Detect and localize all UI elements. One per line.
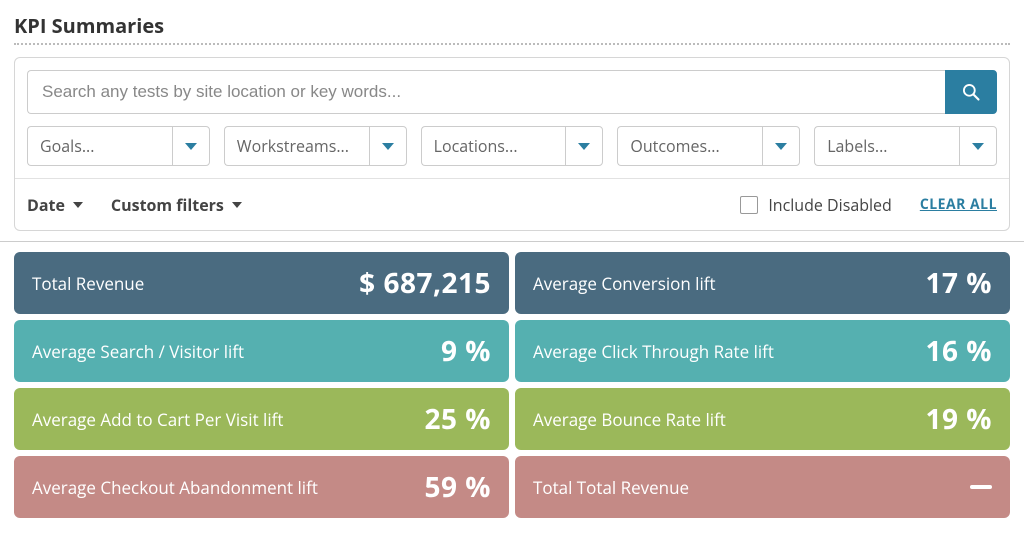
locations-dropdown-label: Locations...: [421, 126, 566, 166]
chevron-down-icon: [369, 126, 407, 166]
goals-dropdown-label: Goals...: [27, 126, 172, 166]
kpi-value: 25 %: [424, 400, 491, 438]
include-disabled-toggle[interactable]: Include Disabled: [740, 194, 892, 216]
chevron-down-icon: [232, 202, 242, 208]
chevron-down-icon: [172, 126, 210, 166]
kpi-label: Total Revenue: [32, 272, 144, 295]
locations-dropdown[interactable]: Locations...: [421, 126, 604, 166]
kpi-value: 19 %: [925, 400, 992, 438]
custom-filters-label: Custom filters: [111, 194, 224, 216]
kpi-value: $ 687,215: [359, 264, 491, 302]
workstreams-dropdown-label: Workstreams...: [224, 126, 369, 166]
checkbox-icon: [740, 196, 758, 214]
chevron-down-icon: [959, 126, 997, 166]
dropdown-row: Goals... Workstreams... Locations... Out…: [27, 126, 997, 166]
kpi-value: 9 %: [441, 332, 491, 370]
custom-filters[interactable]: Custom filters: [111, 194, 242, 216]
filter-panel: Goals... Workstreams... Locations... Out…: [14, 57, 1010, 231]
date-filter-label: Date: [27, 194, 65, 216]
kpi-card: Average Search / Visitor lift 9 %: [14, 320, 509, 382]
kpi-label: Average Click Through Rate lift: [533, 340, 774, 363]
include-disabled-label: Include Disabled: [768, 194, 892, 216]
kpi-label: Total Total Revenue: [533, 476, 689, 499]
kpi-card: Average Bounce Rate lift 19 %: [515, 388, 1010, 450]
chevron-down-icon: [73, 202, 83, 208]
clear-all-link[interactable]: CLEAR ALL: [920, 195, 997, 214]
kpi-card: Average Click Through Rate lift 16 %: [515, 320, 1010, 382]
goals-dropdown[interactable]: Goals...: [27, 126, 210, 166]
outcomes-dropdown-label: Outcomes...: [617, 126, 762, 166]
chevron-down-icon: [565, 126, 603, 166]
kpi-card: Total Total Revenue: [515, 456, 1010, 518]
page-title: KPI Summaries: [14, 12, 1010, 39]
kpi-label: Average Add to Cart Per Visit lift: [32, 408, 283, 431]
kpi-label: Average Search / Visitor lift: [32, 340, 244, 363]
date-filter[interactable]: Date: [27, 194, 83, 216]
outcomes-dropdown[interactable]: Outcomes...: [617, 126, 800, 166]
search-button[interactable]: [945, 70, 997, 114]
kpi-value: 16 %: [925, 332, 992, 370]
search-icon: [961, 82, 981, 102]
kpi-grid: Total Revenue $ 687,215 Average Conversion…: [0, 242, 1024, 518]
kpi-label: Average Bounce Rate lift: [533, 408, 726, 431]
dotted-divider: [14, 43, 1010, 45]
kpi-label: Average Checkout Abandonment lift: [32, 476, 318, 499]
kpi-value: 59 %: [424, 468, 491, 506]
kpi-card: Average Add to Cart Per Visit lift 25 %: [14, 388, 509, 450]
kpi-empty-value: [970, 485, 992, 489]
labels-dropdown[interactable]: Labels...: [814, 126, 997, 166]
kpi-value: 17 %: [925, 264, 992, 302]
workstreams-dropdown[interactable]: Workstreams...: [224, 126, 407, 166]
search-input[interactable]: [27, 70, 945, 114]
kpi-card: Average Conversion lift 17 %: [515, 252, 1010, 314]
kpi-card: Total Revenue $ 687,215: [14, 252, 509, 314]
labels-dropdown-label: Labels...: [814, 126, 959, 166]
kpi-label: Average Conversion lift: [533, 272, 716, 295]
kpi-card: Average Checkout Abandonment lift 59 %: [14, 456, 509, 518]
chevron-down-icon: [762, 126, 800, 166]
